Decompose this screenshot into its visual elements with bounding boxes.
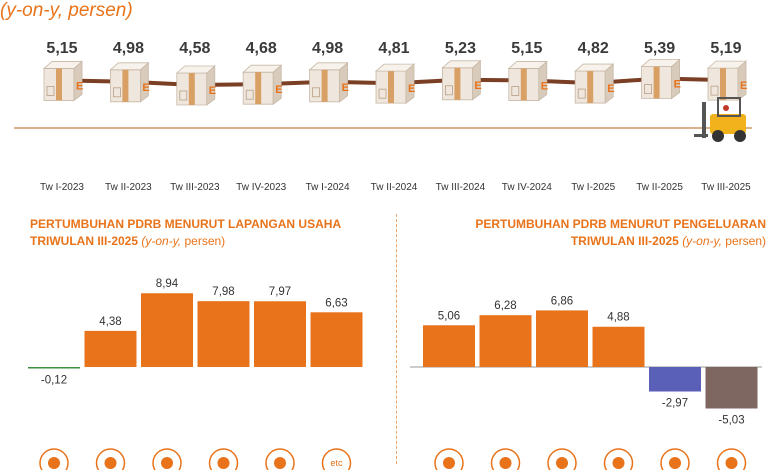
bar: [197, 301, 250, 367]
bar: [254, 301, 306, 367]
consumption-icon: [434, 448, 464, 470]
svg-text:E: E: [76, 80, 83, 92]
quarter-label: Tw I-2024: [306, 182, 350, 193]
svg-text:etc: etc: [330, 458, 343, 468]
bar: [28, 367, 80, 369]
quarter-label: Tw III-2024: [436, 182, 486, 193]
box-icon: E: [308, 61, 349, 103]
lapangan-usaha-bar-chart: -0,12 4,38 8,94 7,98 7,97 6,63 etc: [28, 278, 363, 470]
value-label: 4,58: [179, 40, 210, 57]
box-icon: E: [706, 60, 747, 101]
left-title-line1: PERTUMBUHAN PDRB MENURUT LAPANGAN USAHA: [30, 217, 342, 231]
import-icon: [716, 448, 747, 470]
export-icon: [660, 448, 690, 470]
quarter-label: Tw II-2024: [371, 182, 418, 193]
transport-icon: [265, 448, 295, 470]
value-label: 4,68: [246, 40, 277, 57]
forklift-icon: [694, 97, 746, 142]
bar-value-label: -0,12: [41, 375, 67, 387]
svg-text:E: E: [674, 79, 681, 91]
svg-text:E: E: [408, 83, 415, 95]
right-title-line1: PERTUMBUHAN PDRB MENURUT PENGELUARAN: [475, 217, 766, 231]
right-title-line2: TRIWULAN III-2025 (y-on-y, persen): [570, 234, 766, 248]
svg-text:E: E: [607, 83, 614, 95]
government-icon: [547, 448, 577, 470]
right-section-title: PERTUMBUHAN PDRB MENURUT PENGELUARAN TRI…: [475, 216, 766, 250]
value-label: 5,15: [511, 40, 542, 57]
value-label: 5,23: [445, 40, 476, 57]
value-label: 5,15: [46, 40, 77, 57]
etc-icon: etc: [321, 448, 352, 470]
svg-text:E: E: [142, 82, 149, 94]
bar-value-label: 6,86: [551, 295, 573, 307]
quarter-label: Tw I-2023: [40, 182, 84, 193]
svg-text:E: E: [740, 80, 747, 92]
manufacturing-icon: [152, 448, 182, 470]
bar-value-label: 6,63: [325, 297, 347, 309]
box-icon: E: [640, 58, 681, 100]
bar: [141, 293, 193, 367]
svg-text:E: E: [209, 85, 216, 97]
right-title-unit-plain: persen): [721, 234, 766, 248]
box-icon: E: [175, 65, 216, 106]
quarter-label: Tw IV-2023: [236, 182, 286, 193]
right-title-unit-italic: (y-on-y,: [682, 234, 722, 248]
quarter-label: Tw I-2025: [571, 182, 615, 193]
value-label: 4,82: [578, 40, 609, 57]
box-icon: E: [441, 59, 482, 101]
value-label: 5,19: [710, 40, 741, 57]
section-divider: [396, 214, 397, 464]
bar: [423, 325, 475, 367]
bar-value-label: 4,88: [607, 312, 629, 324]
quarterly-growth-chart: E 5,15 Tw I-2023 E 4,98 Tw II-2023 E 4,58 Tw III…: [14, 40, 752, 193]
value-label: 4,98: [113, 40, 144, 57]
household-icon: [603, 448, 634, 470]
bar-value-label: 7,98: [212, 286, 234, 298]
pengeluaran-bar-chart: 5,06 6,28 6,86 4,88 -2,97 -5,03: [410, 295, 762, 470]
bar-value-label: -2,97: [662, 398, 688, 410]
quarter-label: Tw III-2025: [701, 182, 751, 193]
svg-text:E: E: [275, 84, 282, 96]
bar-value-label: 8,94: [156, 278, 179, 290]
bar: [536, 310, 588, 367]
left-title-unit-italic: (y-on-y,: [141, 234, 182, 248]
left-title-unit-plain: persen): [181, 234, 226, 248]
agriculture-icon: [95, 448, 126, 470]
box-icon: E: [507, 60, 548, 102]
bar: [84, 330, 137, 367]
svg-text:E: E: [541, 80, 548, 92]
box-icon: E: [374, 63, 415, 104]
bar: [592, 326, 645, 367]
bar-value-label: 7,97: [269, 286, 291, 298]
bar: [310, 312, 363, 367]
svg-text:E: E: [474, 80, 481, 92]
quarter-label: Tw IV-2024: [502, 182, 552, 193]
box-icon: E: [242, 64, 283, 105]
bar-value-label: -5,03: [718, 414, 744, 426]
left-title-line2: TRIWULAN III-2025 (y-on-y, persen): [30, 234, 226, 248]
value-label: 5,39: [644, 40, 675, 57]
box-icon: E: [574, 63, 615, 104]
bar-value-label: 6,28: [494, 300, 516, 312]
bar: [705, 367, 758, 409]
box-icon: E: [109, 61, 150, 103]
box-icon: E: [42, 60, 83, 102]
bar: [649, 367, 701, 392]
left-section-title: PERTUMBUHAN PDRB MENURUT LAPANGAN USAHA …: [30, 216, 341, 250]
bar: [479, 315, 532, 367]
quarter-label: Tw II-2023: [105, 182, 152, 193]
bar-value-label: 5,06: [438, 310, 460, 322]
top-subtitle: (y-on-y, persen): [0, 0, 133, 21]
bar-value-label: 4,38: [99, 316, 121, 328]
svg-text:E: E: [342, 82, 349, 94]
value-label: 4,98: [312, 40, 343, 57]
quarter-label: Tw II-2025: [636, 182, 683, 193]
investment-icon: [490, 448, 521, 470]
quarter-label: Tw III-2023: [170, 182, 220, 193]
trade-icon: [208, 448, 239, 470]
mining-icon: [39, 448, 69, 470]
value-label: 4,81: [378, 40, 409, 57]
